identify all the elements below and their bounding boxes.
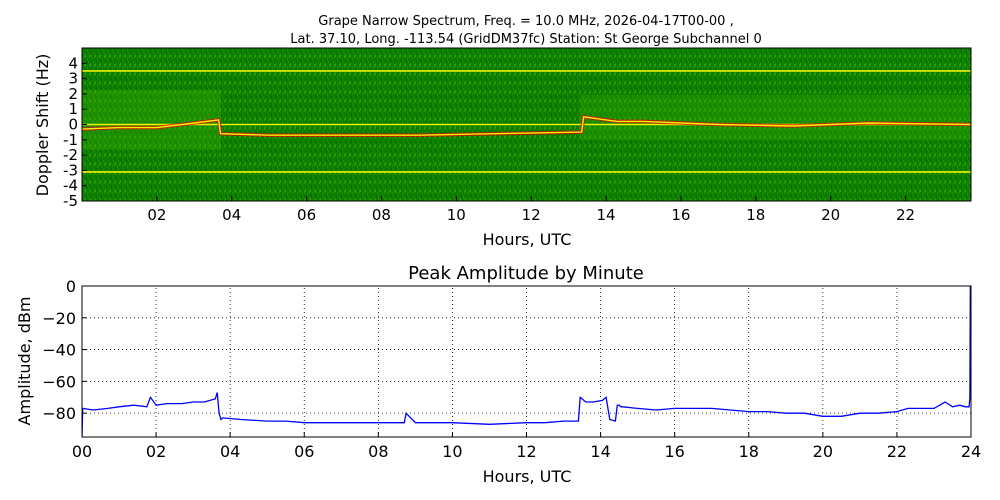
amplitude-y-tick-label: −80 — [42, 404, 76, 423]
amplitude-x-tick-label: 02 — [146, 442, 166, 461]
amplitude-x-tick-label: 18 — [739, 442, 759, 461]
spectrogram-x-tick-label: 08 — [372, 206, 391, 224]
spectrogram-y-tick-label: -4 — [63, 177, 78, 195]
amplitude-x-tick-label: 22 — [887, 442, 907, 461]
amplitude-x-tick-label: 10 — [442, 442, 462, 461]
spectrogram-x-tick-label: 20 — [821, 206, 840, 224]
spectrogram-noise-region-early — [82, 90, 221, 150]
amplitude-x-tick-label: 14 — [590, 442, 610, 461]
amplitude-x-tick-label: 00 — [72, 442, 92, 461]
amplitude-panel: Peak Amplitude by Minute 00 02 04 06 08 10 12 1… — [15, 263, 981, 486]
spectrogram-x-tick-label: 22 — [896, 206, 915, 224]
spectrogram-x-tick-label: 14 — [596, 206, 615, 224]
amplitude-x-tick-label: 24 — [961, 442, 981, 461]
spectrogram-y-tick-label: 0 — [68, 116, 78, 134]
spectrogram-y-tick-label: -5 — [63, 192, 78, 210]
amplitude-x-axis-label: Hours, UTC — [483, 467, 572, 486]
spectrogram-y-tick-label: 4 — [68, 54, 78, 72]
spectrogram-y-tick-label: -3 — [63, 161, 78, 179]
amplitude-y-axis-label: Amplitude, dBm — [15, 297, 34, 426]
spectrogram-carrier-core — [82, 116, 971, 136]
spectrogram-y-tick-label: 1 — [68, 100, 78, 118]
spectrogram-x-tick-label: 02 — [147, 206, 166, 224]
amplitude-y-tick-label: 0 — [66, 277, 76, 296]
amplitude-x-ticks: 00 02 04 06 08 10 12 14 16 18 20 22 24 — [72, 432, 981, 461]
spectrogram-x-tick-label: 10 — [447, 206, 466, 224]
spectrogram-y-tick-label: -2 — [63, 146, 78, 164]
spectrogram-noise-region-late — [580, 95, 971, 140]
spectrogram-y-tick-label: -1 — [63, 131, 78, 149]
figure-title-line2: Lat. 37.10, Long. -113.54 (GridDM37fc) S… — [290, 32, 761, 47]
spectrogram-x-tick-label: 06 — [297, 206, 316, 224]
spectrogram-x-axis-label: Hours, UTC — [483, 230, 572, 249]
spectrogram-x-tick-label: 12 — [522, 206, 541, 224]
figure-title-line1: Grape Narrow Spectrum, Freq. = 10.0 MHz,… — [318, 14, 733, 29]
amplitude-chart-title: Peak Amplitude by Minute — [408, 263, 644, 284]
amplitude-x-tick-label: 16 — [664, 442, 684, 461]
spectrogram-x-ticks: 02 04 06 08 10 12 14 16 18 20 22 — [147, 196, 915, 224]
amplitude-plot-background — [82, 286, 971, 437]
spectrogram-x-tick-label: 16 — [671, 206, 690, 224]
spectrogram-carrier-trace — [82, 114, 971, 137]
amplitude-x-tick-label: 04 — [220, 442, 240, 461]
amplitude-series-line — [82, 286, 971, 437]
spectrogram-x-tick-label: 04 — [222, 206, 241, 224]
amplitude-y-tick-label: −20 — [42, 309, 76, 328]
spectrogram-y-tick-label: 2 — [68, 85, 78, 103]
amplitude-y-tick-label: −40 — [42, 341, 76, 360]
amplitude-y-tick-label: −60 — [42, 372, 76, 391]
amplitude-x-tick-label: 12 — [516, 442, 536, 461]
amplitude-x-tick-label: 20 — [813, 442, 833, 461]
spectrogram-y-axis-label: Doppler Shift (Hz) — [33, 54, 52, 197]
spectrogram-x-tick-label: 18 — [746, 206, 765, 224]
amplitude-x-tick-label: 08 — [368, 442, 388, 461]
amplitude-y-ticks: 0 −20 −40 −60 −80 — [42, 277, 87, 423]
amplitude-x-tick-label: 06 — [294, 442, 314, 461]
spectrogram-y-tick-label: 3 — [68, 70, 78, 88]
